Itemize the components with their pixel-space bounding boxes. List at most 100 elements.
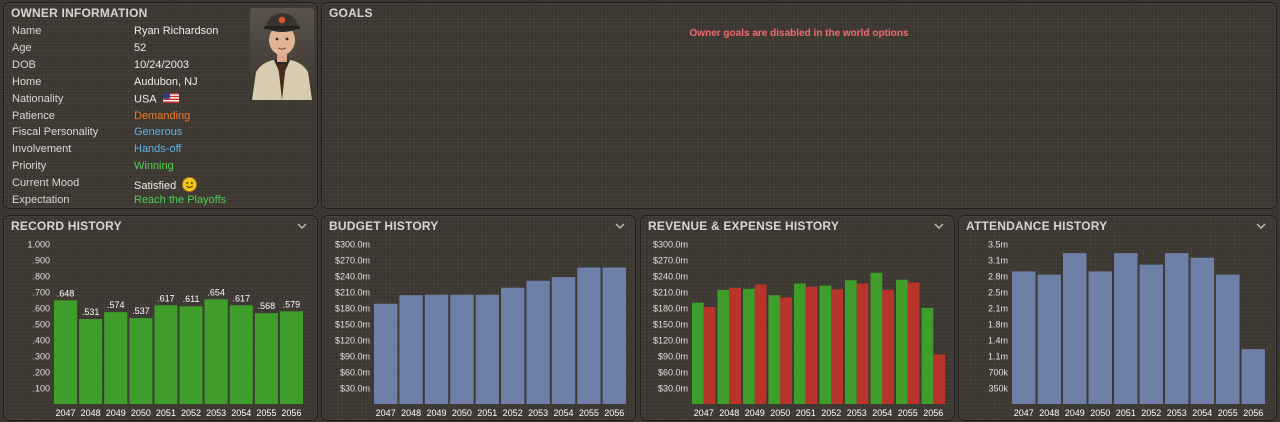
bar [831,289,843,404]
x-tick-label: 2049 [745,408,765,418]
bar [279,311,303,404]
owner-row-label: Home [12,75,42,88]
x-tick-label: 2055 [256,408,276,418]
owner-row-value: USA [134,92,179,106]
bar [1216,274,1240,404]
bar [204,299,228,404]
bar [501,287,525,404]
x-tick-label: 2055 [579,408,599,418]
revenue-expense-history-panel: REVENUE & EXPENSE HISTORY $300.0m $270.0m… [641,216,954,420]
x-tick-label: 2054 [1192,408,1212,418]
owner-row-value-text: Satisfied [134,180,177,192]
y-tick-label: .400 [32,336,50,346]
x-tick-label: 2048 [81,408,101,418]
y-tick-label: $60.0m [340,368,370,378]
bar [754,284,767,404]
data-label: .537 [132,306,150,316]
chart-title: ATTENDANCE HISTORY [966,219,1108,233]
bar [907,282,920,404]
y-tick-label: $60.0m [658,368,688,378]
x-tick-label: 2050 [131,408,151,418]
y-tick-label: $180.0m [335,304,370,314]
y-tick-label: .800 [32,272,50,282]
bar [1037,274,1061,404]
budget-history-chart: $300.0m $270.0m $240.0m $210.0m $180.0m $150.… [335,240,626,418]
owner-row-label: Patience [12,109,55,122]
owner-row-value: Generous [134,126,182,138]
y-tick-label: $150.0m [335,320,370,330]
chart-title: BUDGET HISTORY [329,219,439,233]
owner-row-value: Audubon, NJ [134,76,198,88]
owner-row-value-text: Audubon, NJ [134,75,198,88]
bar [692,302,704,404]
x-tick-label: 2056 [604,408,624,418]
bar [79,319,103,404]
y-tick-label: $30.0m [340,384,370,394]
y-tick-label: 2.8m [988,272,1008,282]
bar [819,285,832,404]
bar [1165,253,1189,404]
y-tick-label: 1.8m [988,320,1008,330]
chevron-down-icon[interactable] [932,221,946,231]
bar [399,295,423,404]
chevron-down-icon[interactable] [613,221,627,231]
y-tick-label: .100 [32,384,50,394]
bar [129,318,153,404]
data-label: .579 [283,299,301,309]
attendance-history-chart: 3.5m 3.1m 2.8m 2.5m 2.1m 1.8m 1.4m 1.1m 700k 350k… [988,240,1265,418]
y-tick-label: 2.5m [988,288,1008,298]
x-tick-label: 2053 [528,408,548,418]
x-tick-label: 2047 [56,408,76,418]
chevron-down-icon[interactable] [1254,221,1268,231]
x-tick-label: 2050 [770,408,790,418]
bar [805,286,818,404]
bar [743,288,755,404]
data-label: .574 [107,300,125,310]
us-flag-icon [162,92,179,106]
y-tick-label: $210.0m [653,288,688,298]
bar [933,354,945,404]
y-tick-label: $150.0m [653,320,688,330]
y-tick-label: .600 [32,304,50,314]
y-tick-label: 1.4m [988,336,1008,346]
bar [794,283,806,404]
data-label: .568 [258,301,276,311]
owner-row-value-text: USA [134,93,157,105]
y-tick-label: 3.5m [988,240,1008,250]
bar [1241,349,1265,404]
y-tick-label: $300.0m [653,240,688,250]
y-tick-label: $210.0m [335,288,370,298]
bar [54,300,78,404]
x-tick-label: 2053 [1167,408,1187,418]
owner-row-value-text: 10/24/2003 [134,58,190,71]
x-tick-label: 2051 [477,408,497,418]
chart-title: RECORD HISTORY [11,219,122,233]
y-tick-label: $240.0m [335,272,370,282]
bar [229,305,253,404]
y-tick-label: $90.0m [658,352,688,362]
y-tick-label: $180.0m [653,304,688,314]
x-tick-label: 2052 [503,408,523,418]
bar [526,280,550,404]
y-tick-label: .700 [32,288,50,298]
y-tick-label: 700k [988,368,1008,378]
chart-title: REVENUE & EXPENSE HISTORY [648,219,840,233]
goals-disabled-message: Owner goals are disabled in the world op… [689,28,909,39]
y-tick-label: $120.0m [335,336,370,346]
owner-row-value: 52 [134,42,146,54]
x-tick-label: 2052 [1141,408,1161,418]
y-tick-label: $120.0m [653,336,688,346]
bar [921,308,934,404]
chevron-down-icon[interactable] [295,221,309,231]
goals-panel: GOALS Owner goals are disabled in the wo… [322,3,1276,208]
owner-row-label: DOB [12,58,36,71]
x-tick-label: 2048 [719,408,739,418]
owner-row-label: Nationality [12,92,64,105]
owner-row-value: Ryan Richardson [134,25,218,37]
owner-information-title: OWNER INFORMATION [11,6,148,20]
bar [104,312,128,404]
owner-row-label: Priority [12,160,47,173]
owner-row-label: Name [12,25,42,37]
owner-row-value: Reach the Playoffs [134,194,226,206]
budget-history-panel: BUDGET HISTORY $300.0m $270.0m $240.0m $210… [322,216,635,420]
